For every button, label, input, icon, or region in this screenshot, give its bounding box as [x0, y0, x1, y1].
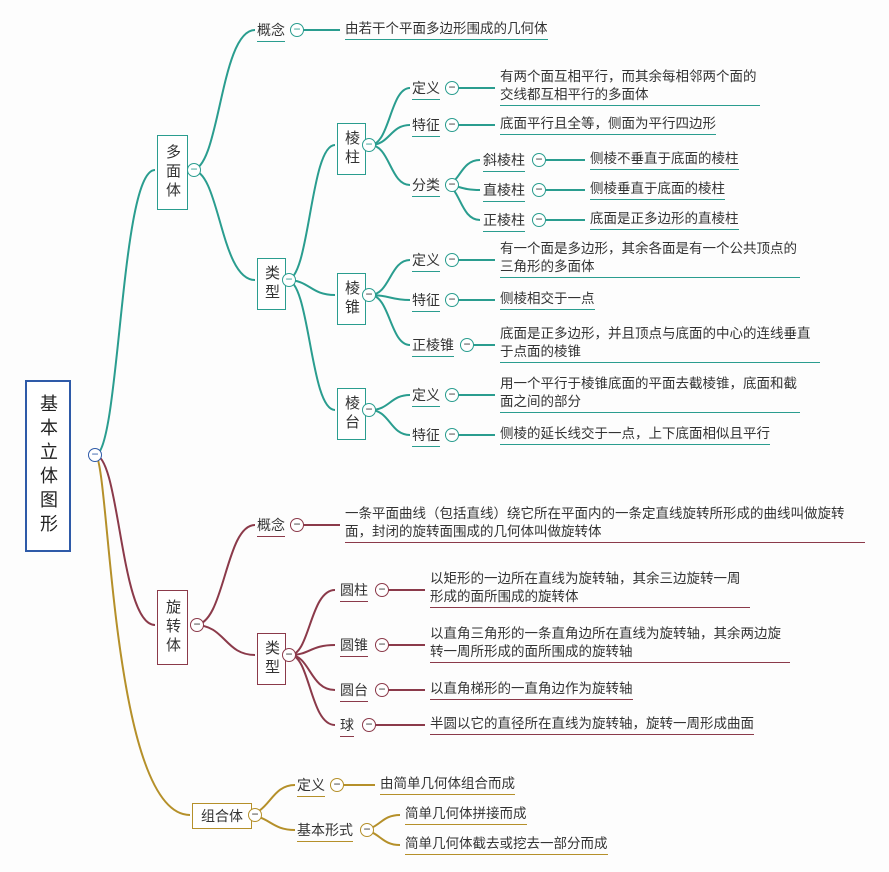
pyramid-def-key: 定义 [412, 250, 440, 272]
right-prism-key: 直棱柱 [483, 180, 525, 202]
prism-feat: 底面平行且全等，侧面为平行四边形 [500, 115, 716, 135]
cylinder-key: 圆柱 [340, 580, 368, 602]
right-prism-val: 侧棱垂直于底面的棱柱 [590, 180, 725, 200]
collapse-icon[interactable]: − [362, 288, 376, 302]
collapse-icon[interactable]: − [532, 213, 546, 227]
collapse-icon[interactable]: − [532, 183, 546, 197]
types-node: 类型 [257, 258, 286, 310]
rfrustum-key: 圆台 [340, 680, 368, 702]
collapse-icon[interactable]: − [282, 273, 296, 287]
collapse-icon[interactable]: − [445, 293, 459, 307]
collapse-icon[interactable]: − [88, 448, 102, 462]
frustum-node: 棱台 [337, 388, 366, 440]
root-label: 基本立体图形 [38, 394, 58, 538]
composite-label: 组合体 [201, 808, 243, 824]
collapse-icon[interactable]: − [190, 618, 204, 632]
collapse-icon[interactable]: − [445, 81, 459, 95]
prism-feat-key: 特征 [412, 115, 440, 137]
pyramid-def: 有一个面是多边形，其余各面是有一个公共顶点的三角形的多面体 [500, 240, 800, 278]
oblique-prism-key: 斜棱柱 [483, 150, 525, 172]
types-label: 类型 [263, 265, 280, 303]
reg-pyramid-key: 正棱锥 [412, 335, 454, 357]
collapse-icon[interactable]: − [330, 778, 344, 792]
prism-class-key: 分类 [412, 175, 440, 197]
cone-val: 以直角三角形的一条直角边所在直线为旋转轴，其余两边旋转一周所形成的面所围成的旋转… [430, 625, 790, 663]
collapse-icon[interactable]: − [187, 163, 201, 177]
collapse-icon[interactable]: − [360, 823, 374, 837]
oblique-prism-val: 侧棱不垂直于底面的棱柱 [590, 150, 739, 170]
rev-concept-key: 概念 [257, 515, 285, 537]
prism-label: 棱柱 [343, 130, 360, 168]
prism-def-key: 定义 [412, 78, 440, 100]
collapse-icon[interactable]: − [375, 583, 389, 597]
composite-def-key: 定义 [297, 775, 325, 797]
rev-types-label: 类型 [263, 640, 280, 678]
collapse-icon[interactable]: − [248, 808, 262, 822]
collapse-icon[interactable]: − [290, 518, 304, 532]
frustum-feat: 侧棱的延长线交于一点，上下底面相似且平行 [500, 425, 770, 445]
composite-form2: 简单几何体截去或挖去一部分而成 [405, 835, 608, 855]
sphere-val: 半圆以它的直径所在直线为旋转轴，旋转一周形成曲面 [430, 715, 754, 735]
prism-node: 棱柱 [337, 123, 366, 175]
prism-def: 有两个面互相平行，而其余每相邻两个面的交线都互相平行的多面体 [500, 68, 760, 106]
pyramid-feat: 侧棱相交于一点 [500, 290, 595, 310]
sphere-key: 球 [340, 715, 354, 737]
composite-def: 由简单几何体组合而成 [380, 775, 515, 795]
collapse-icon[interactable]: − [445, 253, 459, 267]
collapse-icon[interactable]: − [362, 138, 376, 152]
frustum-def: 用一个平行于棱锥底面的平面去截棱锥，底面和截面之间的部分 [500, 375, 800, 413]
frustum-def-key: 定义 [412, 385, 440, 407]
composite-form-key: 基本形式 [297, 820, 353, 842]
regular-prism-key: 正棱柱 [483, 210, 525, 232]
collapse-icon[interactable]: − [375, 638, 389, 652]
collapse-icon[interactable]: − [532, 153, 546, 167]
cylinder-val: 以矩形的一边所在直线为旋转轴，其余三边旋转一周形成的面所围成的旋转体 [430, 570, 750, 608]
collapse-icon[interactable]: − [445, 388, 459, 402]
frustum-label: 棱台 [343, 395, 360, 433]
composite-form1: 简单几何体拼接而成 [405, 805, 527, 825]
rev-concept-text: 一条平面曲线（包括直线）绕它所在平面内的一条定直线旋转所形成的曲线叫做旋转面，封… [345, 505, 865, 543]
root-node: 基本立体图形 [25, 380, 71, 552]
frustum-feat-key: 特征 [412, 425, 440, 447]
rfrustum-val: 以直角梯形的一直角边作为旋转轴 [430, 680, 633, 700]
pyramid-label: 棱锥 [343, 280, 360, 318]
pyramid-node: 棱锥 [337, 273, 366, 325]
collapse-icon[interactable]: − [445, 428, 459, 442]
polyhedron-node: 多面体 [157, 135, 188, 210]
collapse-icon[interactable]: − [375, 683, 389, 697]
collapse-icon[interactable]: − [445, 178, 459, 192]
polyhedron-label: 多面体 [164, 144, 181, 201]
revolution-label: 旋转体 [164, 599, 181, 656]
collapse-icon[interactable]: − [362, 403, 376, 417]
reg-pyramid-val: 底面是正多边形，并且顶点与底面的中心的连线垂直于点面的棱锥 [500, 325, 820, 363]
pyramid-feat-key: 特征 [412, 290, 440, 312]
concept-label: 概念 [257, 20, 285, 42]
composite-node: 组合体 [192, 803, 252, 829]
collapse-icon[interactable]: − [362, 718, 376, 732]
cone-key: 圆锥 [340, 635, 368, 657]
revolution-node: 旋转体 [157, 590, 188, 665]
collapse-icon[interactable]: − [282, 648, 296, 662]
regular-prism-val: 底面是正多边形的直棱柱 [590, 210, 739, 230]
collapse-icon[interactable]: − [290, 23, 304, 37]
collapse-icon[interactable]: − [460, 338, 474, 352]
collapse-icon[interactable]: − [445, 118, 459, 132]
polyhedron-concept-text: 由若干个平面多边形围成的几何体 [345, 20, 548, 40]
rev-types-node: 类型 [257, 633, 286, 685]
